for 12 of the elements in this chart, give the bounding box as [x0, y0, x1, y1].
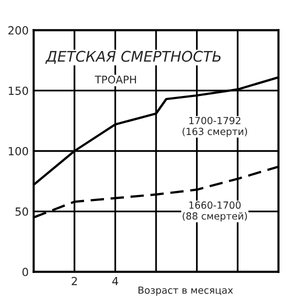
x-axis-title: Возраст в месяцах — [138, 286, 233, 296]
x-tick-label: 2 — [72, 276, 77, 286]
text: ТРОАРН — [94, 76, 136, 84]
text: ДЕТСКАЯ СМЕРТНОСТЬ — [45, 50, 221, 64]
y-tick-label: 200 — [8, 26, 28, 35]
x-tick-label: 4 — [112, 277, 118, 286]
y-tick-label: 0 — [22, 268, 28, 276]
y-tick-label: 50 — [16, 207, 28, 216]
y-tick-label: 150 — [8, 86, 28, 95]
annotation: 1660-1700 (88 смертей) — [182, 201, 247, 222]
y-tick-label: 100 — [8, 146, 28, 156]
annotation: 1700-1792 (163 смерти) — [182, 116, 247, 137]
